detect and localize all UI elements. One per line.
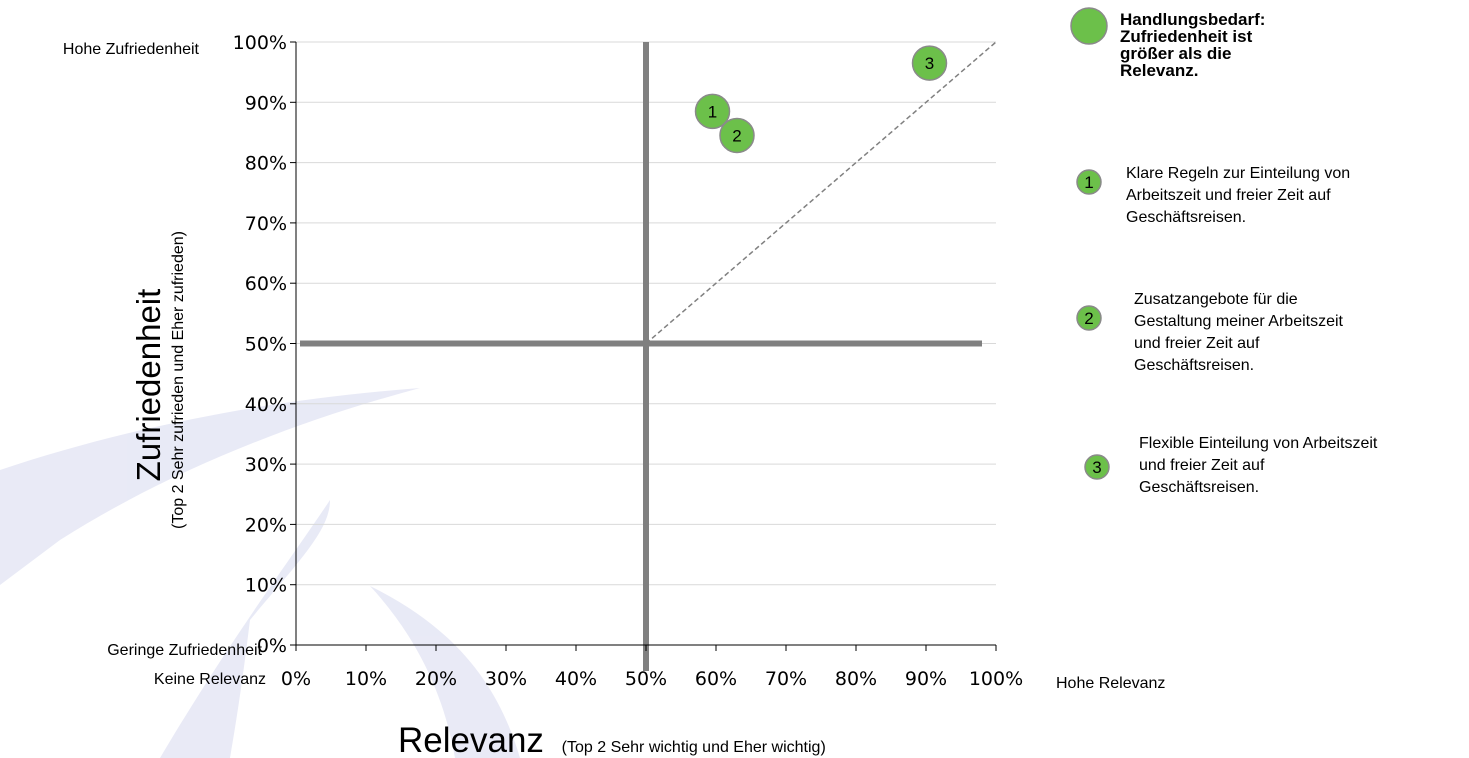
y-tick-label: 30% [245,454,287,476]
data-point-1 [694,93,731,130]
legend-header: Handlungsbedarf: Zufriedenheit ist größe… [1070,7,1270,80]
legend-item-line: Geschäftsreisen. [1126,209,1246,226]
x-tick-label: 40% [555,668,597,690]
x-tick-label: 70% [765,668,807,690]
diagonal-reference-line [645,41,997,345]
x-tick-label: 20% [415,668,457,690]
x-axis-sublabel: (Top 2 Sehr wichtig und Eher wichtig) [562,739,826,756]
legend-header-text: Handlungsbedarf: Zufriedenheit ist größe… [1120,10,1270,80]
y-tick-label: 10% [245,575,287,597]
x-tick-label: 60% [695,668,737,690]
y-tick-label: 40% [245,394,287,416]
legend-item-line: Zusatzangebote für die [1134,291,1298,308]
legend-header-bubble [1070,7,1108,45]
data-point-2 [719,117,755,154]
legend-item-line: Geschäftsreisen. [1134,357,1254,374]
y-tick-label: 60% [245,273,287,295]
legend-item-text: Klare Regeln zur Einteilung von Arbeitsz… [1126,165,1355,226]
legend-header-line: Handlungsbedarf: [1120,10,1265,29]
legend-item-2: 2 Zusatzangebote für die Gestaltung mein… [1076,291,1347,374]
legend-item-1: 1 Klare Regeln zur Einteilung von Arbeit… [1076,165,1355,226]
y-tick-label: 90% [245,92,287,114]
y-tick-label: 20% [245,514,287,536]
legend-item-line: Arbeitszeit und freier Zeit auf [1126,187,1331,204]
y-axis-sublabel: (Top 2 Sehr zufrieden und Eher zufrieden… [170,231,187,529]
x-axis-label: Relevanz [398,721,544,758]
legend-bubble [1076,305,1102,331]
legend-item-line: Gestaltung meiner Arbeitszeit [1134,313,1344,330]
x-tick-label: 30% [485,668,527,690]
y-tick-labels: 0% 10% 20% 30% 40% 50% 60% 70% 80% 90% 100% [233,32,287,657]
y-low-label: Geringe Zufriedenheit [107,642,262,659]
legend-header-line: größer als die [1120,44,1231,63]
x-tick-label: 50% [625,668,667,690]
legend-bubble-number: 2 [1084,309,1093,328]
x-low-label: Keine Relevanz [154,671,266,688]
legend-item-line: Klare Regeln zur Einteilung von [1126,165,1350,182]
legend-bubble-number: 3 [1092,458,1101,477]
x-axis-title: Relevanz (Top 2 Sehr wichtig und Eher wi… [398,721,826,758]
data-points: 12 3 [694,45,948,154]
legend-item-line: und freier Zeit auf [1139,457,1265,474]
quadrant-lines [300,42,982,671]
legend-header-line: Zufriedenheit ist [1120,27,1253,46]
legend-item-line: Geschäftsreisen. [1139,479,1259,496]
x-tick-label: 10% [345,668,387,690]
y-tick-label: 70% [245,213,287,235]
legend-header-line: Relevanz. [1120,61,1198,80]
x-high-label: Hohe Relevanz [1056,675,1165,692]
legend-item-line: und freier Zeit auf [1134,335,1260,352]
legend-bubble [1076,169,1102,195]
x-tick-label: 90% [905,668,947,690]
legend-item-text: Flexible Einteilung von Arbeitszeit und … [1139,435,1382,496]
data-point-label: 1 [708,102,717,121]
watermark-swoosh [0,388,520,758]
x-tick-label: 80% [835,668,877,690]
y-tick-label: 50% [245,334,287,356]
legend: Handlungsbedarf: Zufriedenheit ist größe… [1070,7,1382,496]
y-axis-label: Zufriedenheit [130,289,167,482]
legend-bubble-number: 1 [1084,173,1093,192]
diagonal-reference-layer [645,41,997,345]
axes [290,41,997,651]
legend-item-text: Zusatzangebote für die Gestaltung meiner… [1134,291,1347,374]
legend-bubble [1084,454,1110,480]
x-tick-label: 0% [281,668,311,690]
y-tick-label: 80% [245,153,287,175]
y-tick-label: 0% [257,635,287,657]
x-tick-label: 100% [969,668,1023,690]
data-point-3 [911,45,948,81]
legend-item-3: 3 Flexible Einteilung von Arbeitszeit un… [1084,435,1382,496]
x-tick-labels: 0% 10% 20% 30% 40% 50% 60% 70% 80% 90% 100% [281,668,1023,690]
y-tick-label: 100% [233,32,287,54]
data-point-label: 2 [732,126,741,145]
y-high-label: Hohe Zufriedenheit [63,41,200,58]
legend-item-line: Flexible Einteilung von Arbeitszeit [1139,435,1378,452]
data-point-label: 3 [925,54,934,73]
